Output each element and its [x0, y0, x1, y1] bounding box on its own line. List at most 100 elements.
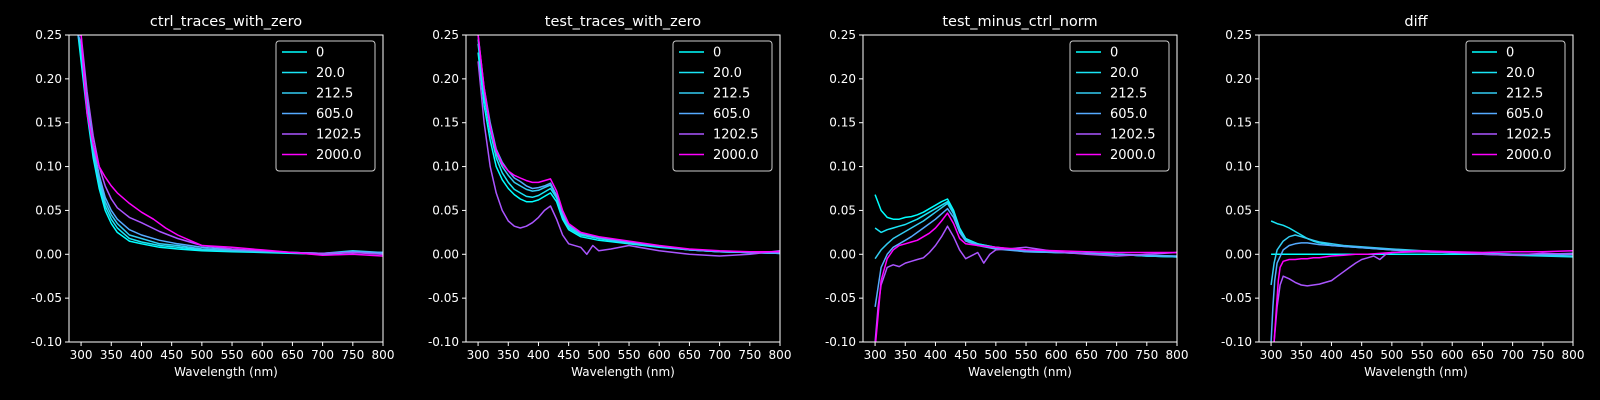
y-tick-label: 0.00: [1225, 247, 1252, 261]
series-line-1202.5: [1273, 250, 1573, 342]
axes-frame: [465, 34, 781, 343]
y-tick-label: 0.00: [35, 247, 62, 261]
axes-frame: [862, 34, 1178, 343]
x-axis-label: Wavelength (nm): [1364, 365, 1468, 379]
legend-label: 20.0: [713, 66, 742, 81]
y-tick-label: -0.05: [428, 291, 459, 305]
y-tick-label: 0.20: [432, 72, 459, 86]
x-tick-label: 300: [70, 348, 93, 362]
x-tick-label: 650: [1075, 348, 1098, 362]
x-tick-label: 450: [160, 348, 183, 362]
series-line-1202.5: [477, 61, 780, 257]
legend-label: 20.0: [316, 66, 345, 81]
x-tick-label: 700: [708, 348, 731, 362]
series-group: [477, 35, 780, 257]
x-tick-label: 450: [1350, 348, 1373, 362]
legend-label: 605.0: [713, 107, 750, 122]
x-tick-label: 550: [1015, 348, 1038, 362]
chart-panel-1: ctrl_traces_with_zero 300 350 400 450 500 550 6…: [31, 14, 395, 379]
y-tick-label: 0.10: [829, 160, 856, 174]
x-tick-label: 450: [954, 348, 977, 362]
chart-title: test_minus_ctrl_norm: [942, 14, 1097, 30]
x-tick-label: 750: [1531, 348, 1554, 362]
legend-label: 2000.0: [316, 148, 362, 163]
legend-label: 1202.5: [713, 128, 759, 143]
series-line-2000.0: [1273, 250, 1573, 342]
y-tick-label: -0.10: [825, 335, 856, 349]
y-tick-label: 0.25: [432, 28, 459, 42]
chart-title: test_traces_with_zero: [545, 14, 702, 30]
x-tick-label: 600: [251, 348, 274, 362]
y-tick-label: 0.10: [432, 160, 459, 174]
x-tick-label: 650: [281, 348, 304, 362]
x-axis-label: Wavelength (nm): [968, 365, 1072, 379]
y-tick-label: -0.10: [31, 335, 62, 349]
x-axis-label: Wavelength (nm): [571, 365, 675, 379]
legend-label: 2000.0: [1506, 148, 1552, 163]
x-tick-label: 800: [372, 348, 395, 362]
x-tick-label: 350: [100, 348, 123, 362]
x-tick-label: 700: [1501, 348, 1524, 362]
x-tick-label: 500: [1380, 348, 1403, 362]
y-tick-label: 0.10: [1225, 160, 1252, 174]
legend-label: 212.5: [1506, 87, 1543, 102]
x-tick-label: 500: [587, 348, 610, 362]
x-tick-label: 550: [221, 348, 244, 362]
legend-label: 0: [1110, 46, 1118, 61]
y-tick-label: 0.10: [35, 160, 62, 174]
chart-panel-2: test_traces_with_zero 300 350 400 450 500 550 6…: [428, 14, 792, 379]
x-tick-label: 650: [1471, 348, 1494, 362]
x-tick-label: 300: [1260, 348, 1283, 362]
legend: 0 20.0 212.5 605.0 1202.5 2000.0: [275, 40, 376, 172]
x-tick-label: 750: [738, 348, 761, 362]
y-tick-label: 0.05: [35, 203, 62, 217]
legend-label: 2000.0: [1110, 148, 1156, 163]
x-tick-label: 800: [1562, 348, 1585, 362]
x-tick-label: 300: [864, 348, 887, 362]
x-tick-label: 400: [1320, 348, 1343, 362]
legend-label: 605.0: [316, 107, 353, 122]
legend-label: 212.5: [316, 87, 353, 102]
series-line-0: [77, 35, 383, 256]
legend-box: [275, 40, 376, 172]
x-tick-label: 350: [1290, 348, 1313, 362]
y-tick-label: 0.00: [829, 247, 856, 261]
legend-label: 20.0: [1506, 66, 1535, 81]
y-tick-label: 0.15: [35, 116, 62, 130]
x-tick-label: 500: [190, 348, 213, 362]
x-tick-label: 800: [1166, 348, 1189, 362]
x-tick-label: 550: [1411, 348, 1434, 362]
legend-label: 2000.0: [713, 148, 759, 163]
y-tick-label: 0.15: [1225, 116, 1252, 130]
legend: 0 20.0 212.5 605.0 1202.5 2000.0: [1069, 40, 1170, 172]
legend: 0 20.0 212.5 605.0 1202.5 2000.0: [672, 40, 773, 172]
legend: 0 20.0 212.5 605.0 1202.5 2000.0: [1465, 40, 1566, 172]
series-line-2000.0: [874, 212, 1177, 342]
series-group: [874, 194, 1177, 342]
legend-box: [672, 40, 773, 172]
x-tick-label: 600: [1441, 348, 1464, 362]
series-line-2000.0: [477, 35, 780, 253]
x-tick-label: 400: [527, 348, 550, 362]
y-tick-label: -0.05: [1221, 291, 1252, 305]
y-tick-label: 0.25: [1225, 28, 1252, 42]
x-tick-label: 700: [1105, 348, 1128, 362]
legend-label: 605.0: [1110, 107, 1147, 122]
x-tick-label: 750: [1135, 348, 1158, 362]
y-tick-label: -0.10: [1221, 335, 1252, 349]
legend-label: 0: [1506, 46, 1514, 61]
x-tick-label: 550: [618, 348, 641, 362]
x-tick-label: 650: [678, 348, 701, 362]
legend-box: [1069, 40, 1170, 172]
y-tick-label: 0.15: [829, 116, 856, 130]
y-tick-label: 0.05: [1225, 203, 1252, 217]
x-tick-label: 700: [311, 348, 334, 362]
legend-label: 1202.5: [1506, 128, 1552, 143]
legend-label: 0: [713, 46, 721, 61]
y-tick-label: 0.05: [829, 203, 856, 217]
x-tick-label: 600: [648, 348, 671, 362]
legend-label: 1202.5: [1110, 128, 1156, 143]
y-tick-label: 0.20: [35, 72, 62, 86]
